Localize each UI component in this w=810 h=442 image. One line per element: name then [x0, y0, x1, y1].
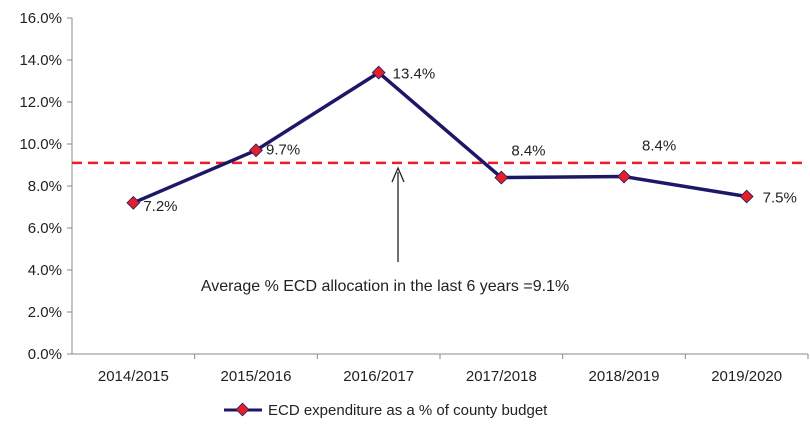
x-tick-label: 2015/2016	[221, 368, 292, 385]
data-label: 13.4%	[393, 66, 436, 83]
data-label: 7.2%	[143, 198, 177, 215]
data-point	[126, 195, 141, 210]
legend-label: ECD expenditure as a % of county budget	[268, 402, 548, 419]
legend-marker	[235, 402, 250, 417]
x-tick-label: 2016/2017	[343, 368, 414, 385]
annotation-arrow-head	[391, 166, 405, 183]
data-point	[249, 143, 263, 158]
x-tick-label: 2017/2018	[466, 368, 537, 385]
x-tick-label: 2018/2019	[589, 368, 660, 385]
data-point	[494, 170, 509, 185]
data-label: 8.4%	[511, 143, 545, 160]
data-point	[739, 189, 754, 204]
average-annotation: Average % ECD allocation in the last 6 y…	[201, 278, 569, 295]
series-line	[132, 70, 747, 205]
x-tick-label: 2019/2020	[711, 368, 782, 385]
data-point	[617, 169, 631, 184]
data-label: 9.7%	[266, 141, 300, 158]
legend: ECD expenditure as a % of county budget	[224, 402, 548, 419]
x-tick-label: 2014/2015	[98, 368, 169, 385]
data-label: 7.5%	[763, 190, 797, 207]
y-tick-label: 4.0%	[28, 262, 62, 279]
y-tick-label: 10.0%	[19, 136, 62, 153]
y-tick-label: 2.0%	[28, 304, 62, 321]
y-tick-label: 16.0%	[19, 10, 62, 27]
y-tick-label: 8.0%	[28, 178, 62, 195]
y-tick-label: 6.0%	[28, 220, 62, 237]
y-tick-label: 12.0%	[19, 94, 62, 111]
y-tick-label: 0.0%	[28, 346, 62, 363]
y-tick-label: 14.0%	[19, 52, 62, 69]
data-point	[371, 65, 386, 80]
data-label: 8.4%	[642, 138, 676, 155]
